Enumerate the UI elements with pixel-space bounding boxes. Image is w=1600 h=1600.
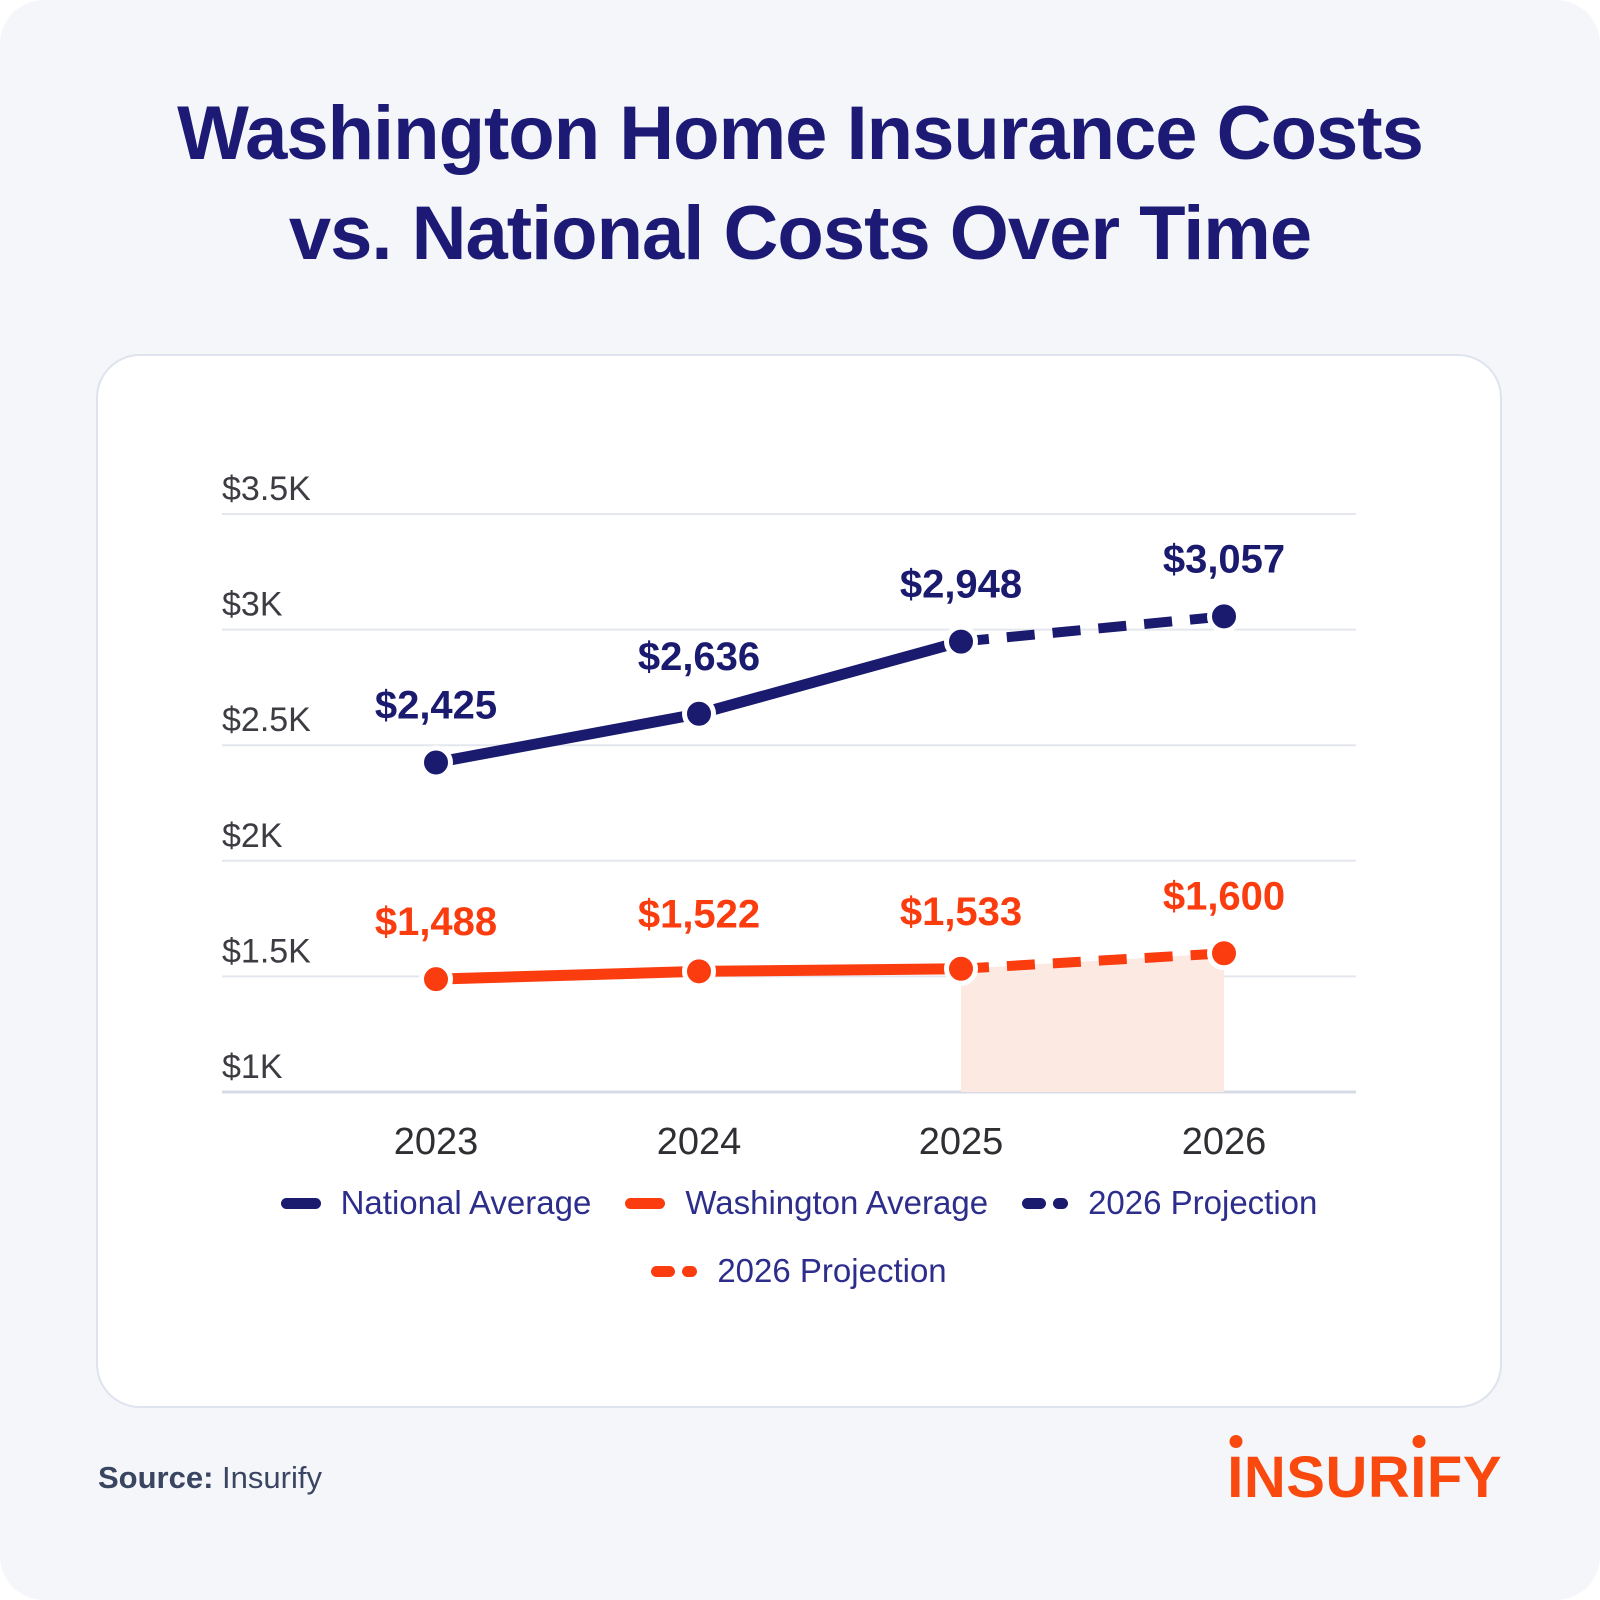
svg-text:$1.5K: $1.5K (222, 932, 311, 970)
legend-label: National Average (340, 1184, 592, 1221)
legend-swatch-national-solid-line (280, 1197, 321, 1209)
svg-text:$1,522: $1,522 (638, 892, 760, 936)
legend-label: 2026 Projection (717, 1252, 947, 1289)
svg-text:2026: 2026 (1182, 1121, 1267, 1163)
legend-item-national-average: National Average (280, 1184, 592, 1222)
footer: Source: Insurify INSURIFY (98, 1438, 1502, 1518)
svg-text:$1,533: $1,533 (900, 890, 1022, 934)
chart-legend-row-1: National Average Washington Average 2026… (98, 1184, 1500, 1222)
svg-text:$1K: $1K (222, 1048, 283, 1086)
title-line-2: vs. National Costs Over Time (288, 191, 1312, 276)
legend-swatch-washington-dashed-line (651, 1265, 698, 1277)
source-attribution: Source: Insurify (98, 1460, 322, 1496)
page-title: Washington Home Insurance Costs vs. Natio… (0, 84, 1600, 284)
svg-text:$3.5K: $3.5K (222, 470, 311, 508)
legend-swatch-national-dashed-line (1022, 1197, 1069, 1209)
svg-text:$3K: $3K (222, 586, 283, 624)
legend-item-washington-average: Washington Average (625, 1184, 988, 1222)
svg-text:2024: 2024 (657, 1121, 742, 1163)
source-label: Source: (98, 1460, 214, 1495)
insurify-logo: INSURIFY (1227, 1445, 1502, 1510)
legend-label: Washington Average (685, 1184, 989, 1221)
legend-swatch-washington-solid-line (625, 1197, 666, 1209)
svg-text:2025: 2025 (919, 1121, 1004, 1163)
svg-text:$3,057: $3,057 (1163, 537, 1285, 581)
svg-text:2023: 2023 (394, 1121, 479, 1163)
line-chart: $3.5K $3K $2.5K $2K $1.5K $1K 2023 2024 2025 2026… (222, 470, 1356, 1163)
svg-text:$2.5K: $2.5K (222, 701, 311, 739)
svg-text:$2,425: $2,425 (375, 684, 497, 728)
svg-text:$2K: $2K (222, 817, 283, 855)
legend-item-national-2026-projection: 2026 Projection (1022, 1184, 1317, 1222)
source-value: Insurify (222, 1460, 322, 1495)
legend-item-washington-2026-projection: 2026 Projection (651, 1252, 947, 1290)
legend-label: 2026 Projection (1088, 1184, 1318, 1221)
title-line-1: Washington Home Insurance Costs (177, 91, 1424, 176)
svg-text:$2,636: $2,636 (638, 635, 760, 679)
chart-card: $3.5K $3K $2.5K $2K $1.5K $1K 2023 2024 2025 2026… (96, 354, 1502, 1408)
chart-legend-row-2: 2026 Projection (98, 1252, 1500, 1290)
svg-text:$1,488: $1,488 (375, 900, 497, 944)
svg-text:$2,948: $2,948 (900, 563, 1022, 607)
svg-text:$1,600: $1,600 (1163, 874, 1285, 918)
